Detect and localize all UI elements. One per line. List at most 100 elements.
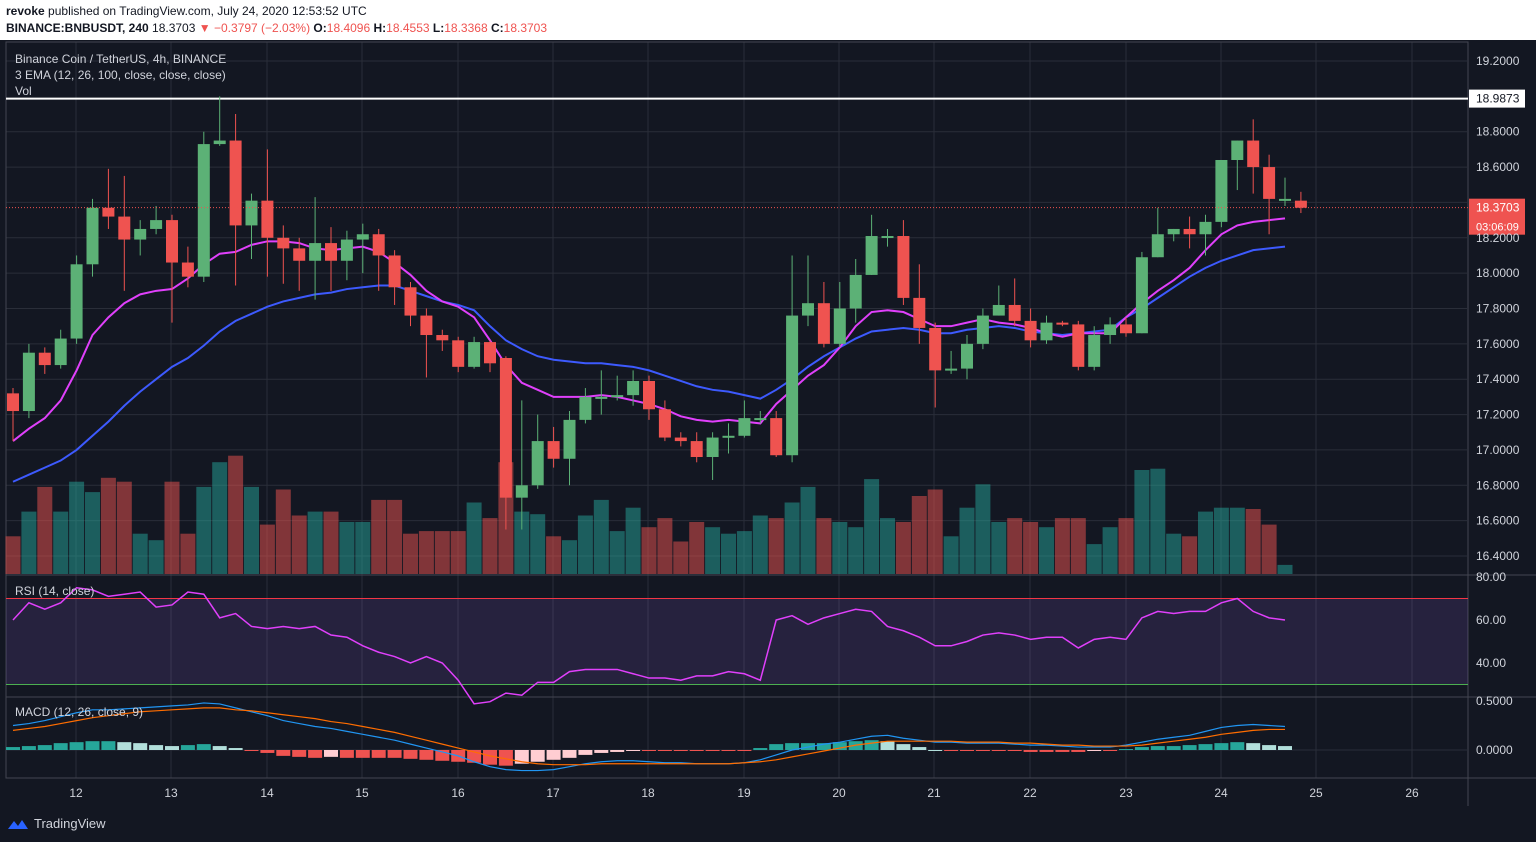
candle	[674, 432, 687, 447]
candle	[388, 250, 401, 305]
price-change: −0.3797 (−2.03%)	[214, 21, 311, 35]
chart-area[interactable]: 18.9873 18.3703 03:06:09 19.2000 18.8000 18.6…	[0, 40, 1536, 842]
candle-body	[102, 207, 115, 217]
candle-body	[1104, 324, 1117, 336]
macd-histogram-bar	[498, 750, 513, 766]
volume-bar	[1261, 524, 1277, 574]
candle	[197, 131, 210, 282]
candle	[1151, 207, 1164, 258]
candle-body	[1135, 257, 1148, 334]
volume-bar	[927, 489, 943, 574]
macd-histogram-bar	[149, 745, 164, 750]
close-label: C:	[490, 21, 504, 35]
candle	[1231, 140, 1244, 191]
volume-bar	[705, 527, 721, 574]
publish-info: published on TradingView.com, July 24, 2…	[48, 4, 367, 18]
candle-body	[611, 395, 624, 398]
time-tick-label: 12	[69, 786, 83, 800]
tradingview-logo[interactable]: TradingView	[6, 816, 106, 831]
open-label: O:	[313, 21, 327, 35]
candle	[7, 388, 19, 442]
volume-bar	[403, 533, 418, 574]
candle	[1135, 251, 1148, 334]
ema-legend[interactable]: 3 EMA (12, 26, 100, close, close, close)	[15, 68, 226, 82]
volume-bar	[641, 527, 657, 574]
price-tick-label: 17.2000	[1476, 408, 1520, 422]
volume-bar	[975, 484, 991, 574]
macd-histogram-bar	[864, 740, 879, 750]
last-price: 18.3703	[152, 21, 196, 35]
candle	[913, 264, 926, 344]
brand-name: TradingView	[34, 816, 106, 831]
candle-body	[1008, 304, 1021, 321]
candle-body	[150, 220, 163, 229]
candle	[658, 400, 671, 442]
low-value: 18.3368	[444, 21, 488, 35]
macd-histogram-bar	[1262, 745, 1277, 750]
candle	[754, 411, 767, 424]
macd-histogram-bar	[53, 743, 68, 750]
price-tick-label: 18.2000	[1476, 231, 1520, 245]
macd-histogram-bar	[37, 745, 52, 750]
candle-body	[420, 315, 433, 336]
volume-bar	[864, 479, 880, 574]
candle	[38, 347, 51, 374]
volume-bar	[69, 481, 85, 574]
rsi-legend[interactable]: RSI (14, close)	[15, 584, 95, 598]
rsi-band	[6, 598, 1468, 685]
candle	[1120, 317, 1132, 337]
last-price-label: 18.3703	[1476, 201, 1520, 215]
macd-legend[interactable]: MACD (12, 26, close, 9)	[15, 705, 144, 719]
macd-histogram-bar	[21, 746, 36, 750]
volume-bar	[180, 533, 196, 574]
high-value: 18.4553	[386, 21, 430, 35]
candle-body	[563, 419, 576, 459]
candle-body	[722, 435, 735, 438]
rsi-line	[12, 586, 1286, 705]
volume-bar	[1102, 527, 1118, 574]
candle	[134, 220, 147, 256]
open-value: 18.4096	[326, 21, 371, 35]
candle	[277, 225, 290, 284]
volume-legend[interactable]: Vol	[15, 84, 32, 98]
candle	[992, 285, 1005, 316]
candle	[293, 237, 306, 291]
volume-bar	[307, 511, 323, 574]
volume-bar	[116, 481, 132, 574]
candle-body	[690, 441, 703, 457]
candle	[976, 308, 989, 350]
candle-body	[86, 207, 99, 265]
macd-histogram-bar	[816, 743, 831, 750]
price-tick-label: 18.8000	[1476, 125, 1520, 139]
macd-histogram-bar	[1103, 750, 1118, 751]
candle-body	[992, 304, 1005, 316]
candle-body	[1279, 198, 1291, 201]
volume-bar	[609, 531, 625, 574]
volume-bar	[148, 540, 164, 574]
volume-bar	[387, 499, 403, 574]
candle	[1167, 228, 1180, 242]
time-tick-label: 26	[1405, 786, 1419, 800]
volume-bar	[275, 489, 291, 574]
volume-bar	[895, 522, 911, 574]
volume-bar	[1198, 511, 1213, 574]
candle	[849, 259, 862, 323]
candle	[595, 370, 608, 415]
macd-histogram-bar	[212, 746, 227, 750]
macd-histogram-bar	[403, 750, 418, 759]
candle-body	[70, 264, 83, 339]
candle	[70, 255, 83, 344]
candle-body	[340, 239, 353, 261]
macd-histogram-bar	[387, 750, 402, 758]
macd-histogram-bar	[1039, 750, 1054, 752]
macd-histogram-bar	[435, 750, 450, 761]
volume-bar	[482, 518, 498, 574]
volume-bar	[1182, 536, 1198, 574]
time-tick-label: 16	[451, 786, 465, 800]
macd-histogram-bar	[355, 750, 370, 758]
candle-body	[738, 418, 751, 436]
publisher-name[interactable]: revoke	[6, 4, 45, 18]
volume-bar	[959, 507, 975, 574]
candle-body	[547, 441, 560, 459]
candle	[881, 228, 894, 247]
